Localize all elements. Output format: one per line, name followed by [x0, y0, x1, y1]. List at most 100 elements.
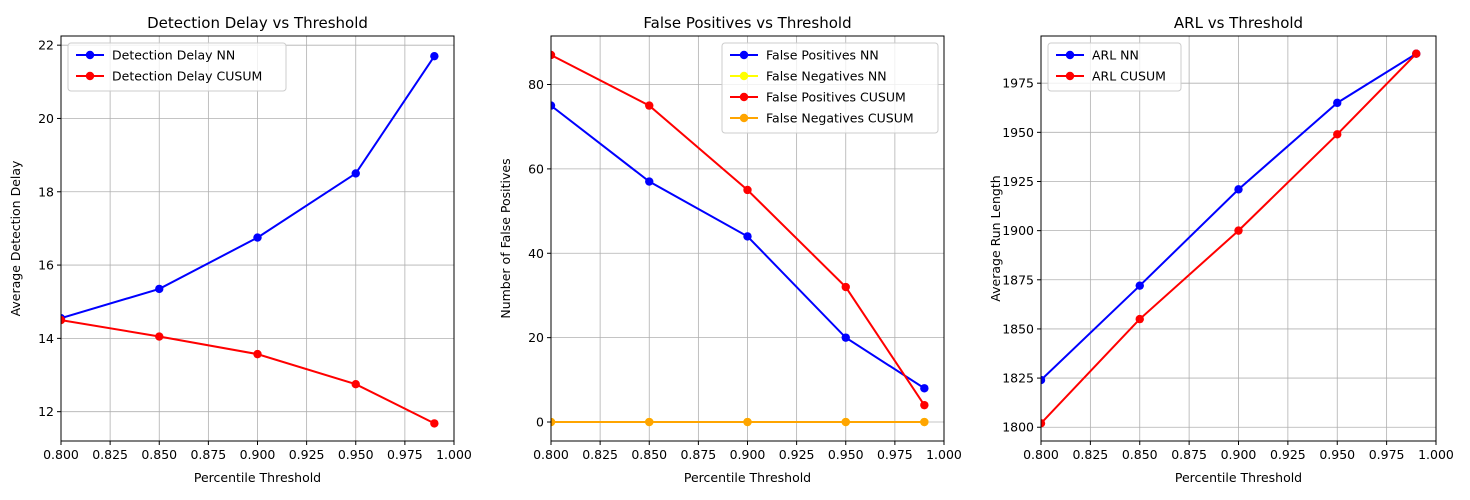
- y-tick-label: 0: [536, 415, 544, 430]
- y-tick-label: 14: [38, 331, 54, 346]
- data-point: [253, 233, 262, 242]
- x-tick-label: 0.850: [631, 447, 667, 462]
- data-point: [430, 51, 439, 61]
- data-point: [841, 282, 850, 292]
- legend: False Positives NN False Negatives NN Fals…: [721, 42, 939, 134]
- legend: ARL NN ARL CUSUM: [1047, 42, 1182, 92]
- x-tick-label: 0.825: [1072, 447, 1108, 462]
- legend-swatch-marker: [1065, 50, 1075, 60]
- x-tick-label: 0.975: [1369, 447, 1405, 462]
- data-point: [645, 177, 654, 186]
- y-tick-label: 1900: [1002, 223, 1034, 238]
- x-tick-label: 0.900: [240, 447, 276, 462]
- y-axis-label: Average Run Length: [988, 175, 1003, 301]
- chart-panel-1: 0.800 0.825 0.850 0.875 0.900 0.925 0.950 0.975…: [8, 14, 472, 485]
- legend-label: Detection Delay CUSUM: [112, 69, 262, 84]
- legend-label: Detection Delay NN: [112, 48, 235, 63]
- x-tick-label: 0.825: [92, 447, 128, 462]
- legend-swatch-marker: [739, 92, 749, 102]
- legend-box: [721, 42, 939, 134]
- x-axis-label: Percentile Threshold: [684, 470, 811, 485]
- data-point: [743, 417, 752, 427]
- legend-swatch-marker: [1065, 71, 1075, 81]
- legend-label: ARL NN: [1092, 48, 1139, 63]
- x-tick-label: 0.925: [1270, 447, 1306, 462]
- x-tick-label: 0.975: [877, 447, 913, 462]
- data-point: [155, 332, 164, 341]
- y-tick-label: 80: [528, 77, 544, 92]
- data-point: [1234, 185, 1243, 194]
- y-axis-label: Average Detection Delay: [8, 160, 23, 316]
- x-tick-label: 0.800: [43, 447, 79, 462]
- chart-title: ARL vs Threshold: [1174, 14, 1303, 32]
- x-tick-label: 0.875: [680, 447, 716, 462]
- data-point: [841, 417, 850, 427]
- data-point: [351, 379, 360, 389]
- x-tick-label: 0.850: [1122, 447, 1158, 462]
- data-point: [1135, 281, 1144, 290]
- x-tick-label: 0.825: [582, 447, 618, 462]
- legend-box: [67, 42, 287, 92]
- x-axis-label: Percentile Threshold: [1175, 470, 1302, 485]
- data-point: [1135, 314, 1144, 324]
- legend-swatch-marker: [739, 113, 749, 123]
- series-line-2: [61, 319, 435, 425]
- chart-panel-2: 0.800 0.825 0.850 0.875 0.900 0.925 0.950 0.975…: [498, 14, 962, 485]
- plot-area: [551, 50, 929, 427]
- x-tick-label: 0.925: [779, 447, 815, 462]
- chart-panel-3: 0.800 0.825 0.850 0.875 0.900 0.925 0.950 0.975…: [988, 14, 1454, 485]
- legend-label: ARL CUSUM: [1092, 69, 1166, 84]
- x-tick-label: 1.000: [1418, 447, 1454, 462]
- series-line-1: [1041, 52, 1417, 381]
- x-tick-label: 0.950: [338, 447, 374, 462]
- x-tick-label: 0.950: [828, 447, 864, 462]
- legend-swatch-marker: [739, 50, 749, 60]
- y-tick-label: 22: [38, 38, 54, 53]
- y-tick-label: 1800: [1002, 420, 1034, 435]
- y-tick-label: 1975: [1002, 76, 1034, 91]
- data-point: [920, 400, 929, 410]
- data-point: [920, 384, 929, 393]
- y-tick-label: 1925: [1002, 174, 1034, 189]
- y-tick-label: 20: [38, 111, 54, 126]
- y-tick-label: 60: [528, 161, 544, 176]
- series-line-1: [551, 104, 925, 390]
- plot-area: [61, 51, 439, 428]
- y-tick-label: 16: [38, 258, 54, 273]
- grid: [1040, 36, 1437, 441]
- legend-swatch-marker: [739, 71, 749, 81]
- data-point: [61, 315, 66, 325]
- x-tick-label: 0.850: [141, 447, 177, 462]
- legend-swatch-marker: [85, 71, 95, 81]
- x-tick-label: 0.900: [730, 447, 766, 462]
- x-tick-label: 0.925: [289, 447, 325, 462]
- data-point: [645, 417, 654, 427]
- x-tick-label: 0.975: [387, 447, 423, 462]
- data-point: [1041, 419, 1046, 428]
- x-tick-label: 0.800: [533, 447, 569, 462]
- x-tick-label: 0.900: [1221, 447, 1257, 462]
- data-point: [645, 101, 654, 110]
- y-tick-label: 18: [38, 184, 54, 199]
- plot-area: [1041, 49, 1421, 428]
- legend-label: False Positives CUSUM: [766, 90, 906, 105]
- series-line-1: [61, 55, 436, 320]
- y-tick-label: 1850: [1002, 321, 1034, 336]
- chart-title: False Positives vs Threshold: [643, 14, 851, 32]
- data-point: [841, 333, 850, 342]
- data-point: [551, 417, 556, 427]
- y-axis-label: Number of False Positives: [498, 158, 513, 318]
- data-point: [920, 417, 929, 427]
- x-axis-label: Percentile Threshold: [194, 470, 321, 485]
- x-tick-label: 0.950: [1319, 447, 1355, 462]
- data-point: [1412, 49, 1421, 58]
- x-tick-label: 1.000: [436, 447, 472, 462]
- x-tick-label: 0.800: [1023, 447, 1059, 462]
- data-point: [430, 419, 439, 428]
- chart-title: Detection Delay vs Threshold: [147, 14, 368, 32]
- legend-swatch-marker: [85, 50, 95, 60]
- data-point: [743, 185, 752, 195]
- data-point: [551, 50, 556, 60]
- legend-label: False Negatives NN: [766, 69, 887, 84]
- y-tick-label: 1825: [1002, 371, 1034, 386]
